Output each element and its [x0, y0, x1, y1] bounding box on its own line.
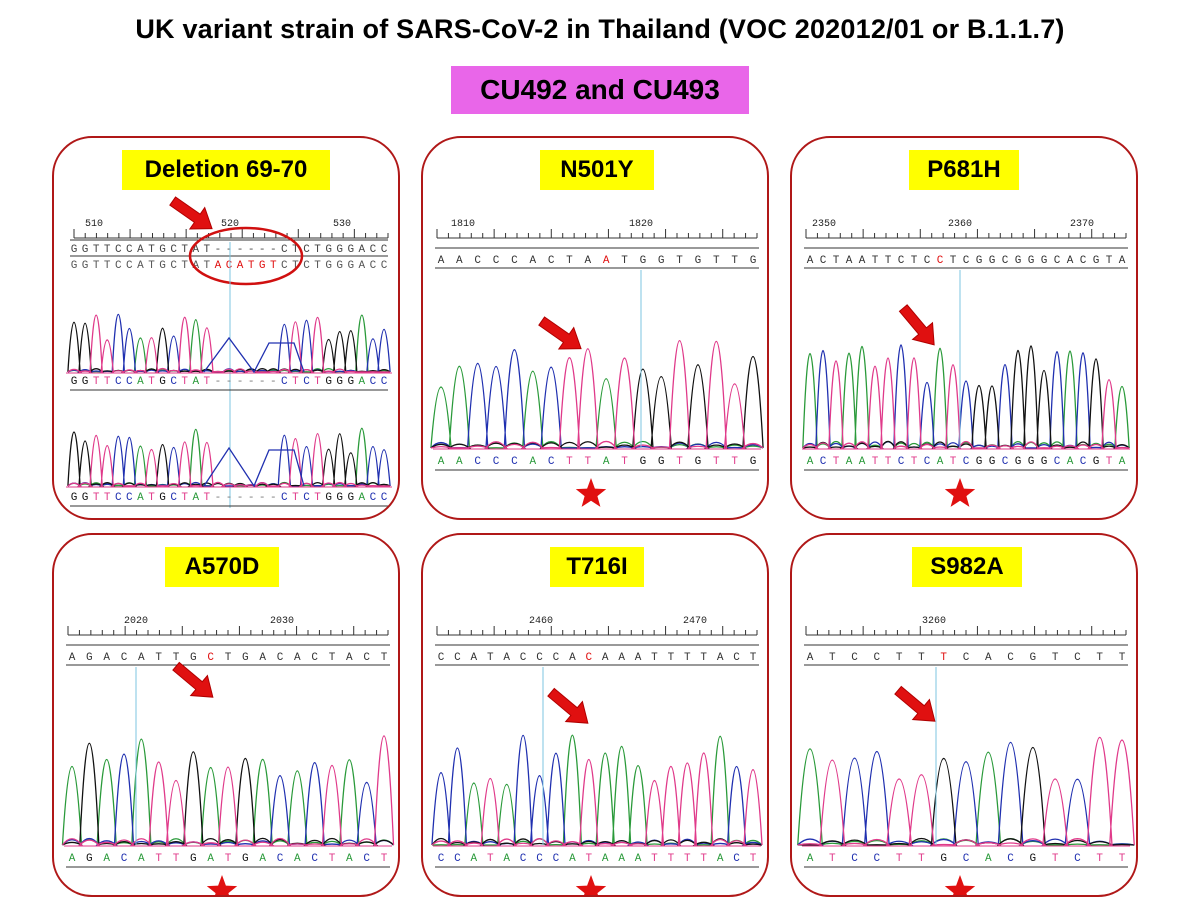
- trace-C: [67, 434, 391, 487]
- page-title: UK variant strain of SARS-CoV-2 in Thail…: [135, 14, 1065, 44]
- trace-G: [67, 321, 391, 373]
- trace-G: [62, 742, 394, 846]
- red-arrow-icon: [894, 685, 936, 722]
- tick-label: 2370: [1070, 219, 1094, 230]
- star-icon: [575, 875, 607, 895]
- tick-label: 3260: [922, 616, 946, 627]
- panel-t716i: T716I 2460 2470 C C A T A C C C A C A A A T T T T A C T C C A T A C…: [421, 533, 769, 897]
- star-icon: [944, 478, 976, 507]
- trace-C: [67, 313, 391, 373]
- trace-A: [61, 738, 394, 846]
- panel-label: N501Y: [540, 150, 654, 190]
- trace-G: [802, 345, 1130, 449]
- trace-C: [797, 741, 1135, 846]
- deletion-trace: [203, 446, 305, 488]
- panel-label: P681H: [909, 150, 1019, 190]
- trace-T: [67, 432, 391, 487]
- panel-a570d: A570D 2020 2030 A G A C A T T G C T G A C A C T A C T A G A C A T T…: [52, 533, 400, 897]
- chromatogram-figure: 2020 2030 A G A C A T T G C T G A C A C T A C T A G A C A T T G A T G A C…: [61, 616, 395, 895]
- tick-label: 520: [221, 219, 239, 230]
- red-arrow-icon: [538, 316, 582, 350]
- panel-n501y: N501Y 1810 1820 A A C C C A C T A A T G G T G T T G A A C C C A C T…: [421, 136, 769, 520]
- trace-T: [797, 736, 1135, 846]
- panel-s982a: S982A 3260 A T C C T T T C A C G T C T T A T C C T T G C A C G T C T T: [790, 533, 1138, 897]
- ellipse-highlight: [188, 226, 304, 286]
- chromatogram-figure: 2350 2360 2370 A C T A A T T C T C C T C G G C G G G C A C G T A A C T…: [802, 219, 1130, 507]
- panel-deletion-69-70: Deletion 69-70 510 520 530 G G T T C C A T G C T A T - - -…: [52, 136, 400, 520]
- tick-label: 510: [85, 219, 103, 230]
- red-arrow-icon: [547, 687, 589, 724]
- chromatogram-figure: 2460 2470 C C A T A C C C A C A A A T T T T A C T C C A T A C C C A T A A…: [431, 616, 763, 895]
- star-icon: [206, 875, 238, 895]
- deletion-trace: [203, 336, 305, 374]
- tick-label: 2350: [812, 219, 836, 230]
- panel-label: S982A: [912, 547, 1022, 587]
- red-arrow-icon: [169, 196, 213, 230]
- panel-label: A570D: [165, 547, 279, 587]
- chromatogram-figure: 510 520 530 G G T T C C A T G C T A T - - - - - - C T C T G G G A C C G G…: [66, 196, 392, 508]
- trace-C: [802, 344, 1130, 449]
- trace-T: [431, 752, 763, 846]
- tick-label: 2030: [270, 616, 294, 627]
- red-arrow-icon: [898, 304, 935, 346]
- panel-p681h: P681H 2350 2360 2370 A C T A A T T C T C C T C G G C G G G C A C…: [790, 136, 1138, 520]
- red-arrow-icon: [172, 661, 214, 698]
- trace-T: [430, 339, 764, 449]
- tick-label: 530: [333, 219, 351, 230]
- trace-A: [802, 345, 1130, 449]
- tick-label: 2360: [948, 219, 972, 230]
- trace-A: [67, 427, 391, 487]
- trace-C: [431, 734, 763, 846]
- star-icon: [575, 478, 607, 507]
- tick-label: 1820: [629, 219, 653, 230]
- chromatogram-figure: 1810 1820 A A C C C A C T A A T G G T G T T G A A C C C A C T T A T G G T…: [430, 219, 764, 507]
- tick-label: 2470: [683, 616, 707, 627]
- trace-T: [802, 357, 1130, 449]
- panel-label: T716I: [550, 547, 644, 587]
- trace-A: [431, 734, 763, 846]
- sample-ids-banner: CU492 and CU493: [451, 66, 749, 114]
- tick-label: 2460: [529, 616, 553, 627]
- panel-label: Deletion 69-70: [122, 150, 330, 190]
- tick-label: 2020: [124, 616, 148, 627]
- chromatogram-figure: 3260 A T C C T T T C A C G T C T T A T C C T T G C A C G T C T T: [797, 616, 1135, 895]
- star-icon: [944, 875, 976, 895]
- trace-T: [61, 735, 395, 846]
- trace-C: [61, 753, 394, 846]
- tick-label: 1810: [451, 219, 475, 230]
- trace-T: [67, 314, 391, 373]
